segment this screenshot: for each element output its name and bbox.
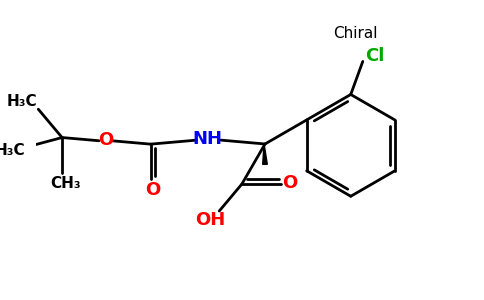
- Text: H₃C: H₃C: [6, 94, 37, 109]
- Text: O: O: [145, 182, 160, 200]
- Text: Cl: Cl: [365, 47, 384, 65]
- Text: O: O: [98, 131, 113, 149]
- Text: CH₃: CH₃: [50, 176, 81, 191]
- Text: NH: NH: [193, 130, 223, 148]
- Text: OH: OH: [195, 211, 225, 229]
- Text: O: O: [282, 174, 298, 192]
- Polygon shape: [263, 144, 267, 164]
- Text: H₃C: H₃C: [0, 143, 25, 158]
- Text: Chiral: Chiral: [333, 26, 378, 41]
